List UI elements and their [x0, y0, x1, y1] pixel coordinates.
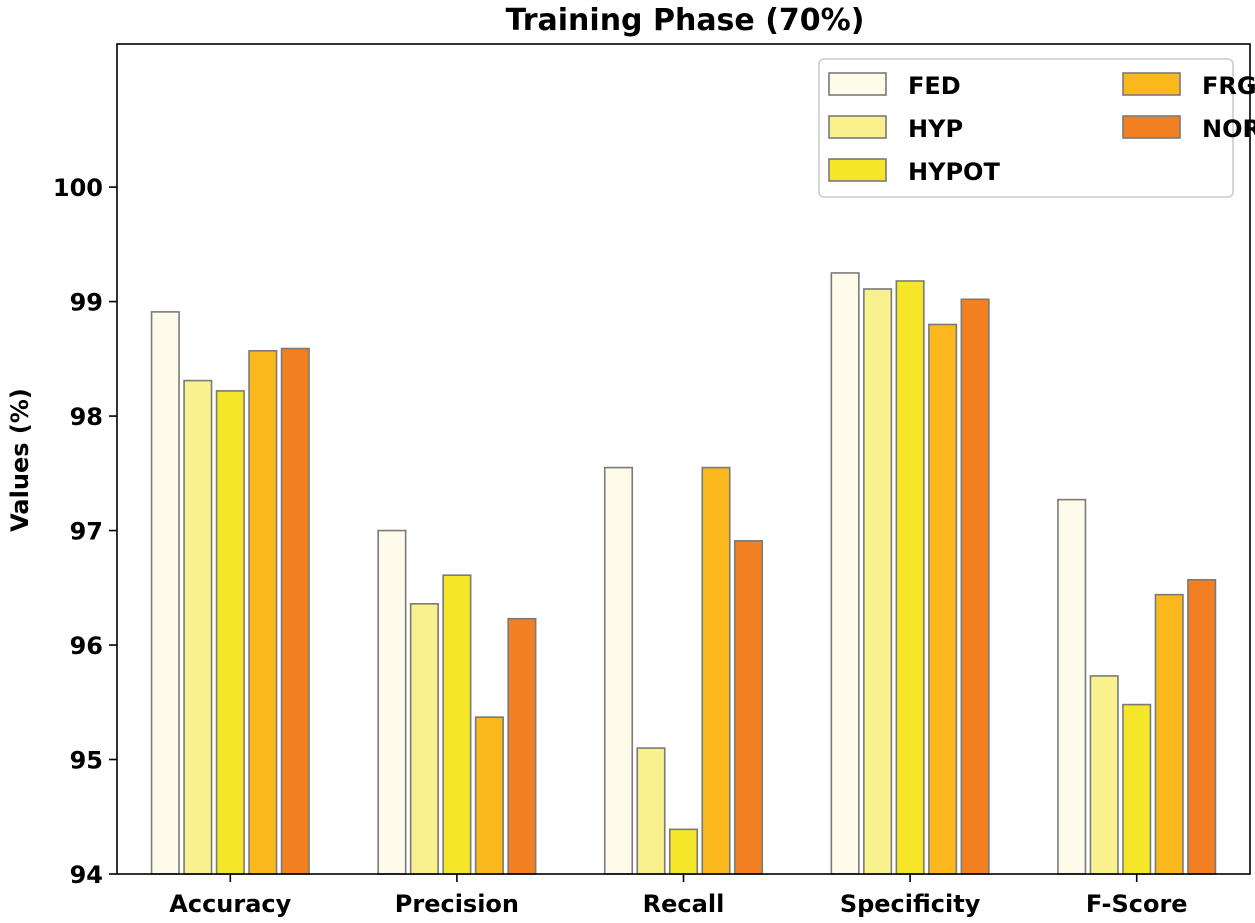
legend-swatch-hypot [828, 158, 887, 182]
legend-swatch-fed [828, 72, 887, 96]
bar-nor-precision [507, 617, 537, 875]
bar-fed-specificity [830, 272, 860, 875]
legend-label-nor: NOR [1202, 115, 1255, 143]
bar-nor-accuracy [280, 347, 310, 875]
legend-swatch-hyp [828, 115, 887, 139]
bar-hypot-recall [668, 828, 699, 875]
bar-fed-accuracy [150, 311, 180, 875]
bars-layer [150, 272, 1217, 875]
y-tick-label: 96 [70, 632, 103, 660]
bar-frg-specificity [928, 323, 958, 875]
bar-hyp-specificity [863, 288, 893, 875]
bar-hyp-f-score [1089, 675, 1119, 875]
y-tick-label: 98 [70, 403, 103, 431]
y-tick-label: 100 [53, 174, 103, 202]
bar-frg-precision [474, 716, 504, 875]
bar-fed-precision [377, 529, 407, 875]
bar-nor-recall [733, 540, 764, 875]
x-tick-label: Precision [395, 890, 519, 918]
y-tick-label: 94 [70, 861, 103, 889]
bar-fed-recall [603, 466, 634, 875]
bar-nor-f-score [1187, 578, 1217, 875]
chart-title: Training Phase (70%) [506, 3, 865, 38]
legend: FED HYP HYPOT FRG NOR [818, 58, 1255, 198]
legend-label-hyp: HYP [908, 115, 963, 143]
y-ticks: 94 95 96 97 98 99 100 [53, 174, 117, 889]
y-tick-label: 95 [70, 747, 103, 775]
plot-frame [116, 43, 1251, 875]
legend-swatch-nor [1122, 115, 1181, 139]
bar-hypot-accuracy [215, 390, 245, 875]
bar-hyp-precision [409, 603, 439, 875]
bar-hyp-recall [636, 747, 666, 875]
legend-swatch-frg [1122, 72, 1181, 96]
y-tick-label: 97 [70, 518, 103, 546]
y-axis-label: Values (%) [6, 388, 34, 532]
bar-hyp-accuracy [183, 379, 213, 875]
legend-label-frg: FRG [1202, 72, 1255, 100]
x-ticks: Accuracy Precision Recall Specificity F-Scor… [169, 874, 1188, 918]
bar-fed-f-score [1057, 498, 1087, 875]
bar-frg-recall [701, 466, 731, 875]
bar-hypot-specificity [895, 280, 925, 875]
legend-label-fed: FED [908, 72, 961, 100]
legend-label-hypot: HYPOT [908, 158, 1000, 186]
bar-frg-f-score [1154, 593, 1184, 875]
x-tick-label: Specificity [840, 890, 981, 918]
x-tick-label: F-Score [1086, 890, 1188, 918]
y-tick-label: 99 [70, 289, 103, 317]
bar-frg-accuracy [248, 350, 278, 875]
bar-nor-specificity [960, 298, 990, 875]
bar-hypot-precision [442, 574, 472, 875]
x-tick-label: Accuracy [169, 890, 291, 918]
bar-hypot-f-score [1122, 703, 1152, 875]
x-tick-label: Recall [643, 890, 725, 918]
